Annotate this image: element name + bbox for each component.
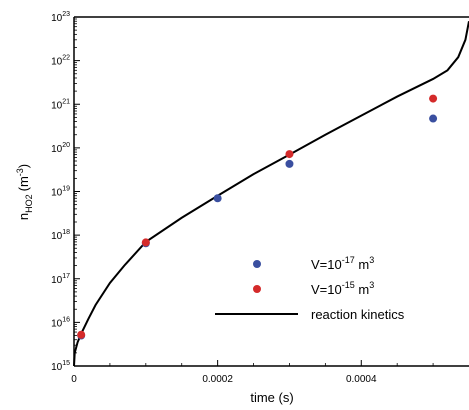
x-tick-label: 0 <box>71 374 77 385</box>
y-tick-label-19: 1019 <box>51 186 70 199</box>
point-v15-0 <box>77 331 85 339</box>
x-tick-label: 0.0004 <box>346 374 377 385</box>
y-tick-label-23: 1023 <box>51 11 70 24</box>
x-axis-label: time (s) <box>250 390 293 405</box>
y-axis-label-sub: HO2 <box>24 194 34 213</box>
y-tick-label-22: 1022 <box>51 55 70 68</box>
y-tick-label-21: 1021 <box>51 98 70 111</box>
y-axis-label-unit-open: (m <box>16 176 31 191</box>
legend: V=10-17 m3 V=10-15 m3 reaction kinetics <box>215 255 405 322</box>
y-tick-label-16: 1016 <box>51 316 70 329</box>
point-v17-4 <box>429 115 437 123</box>
legend-marker-v17 <box>253 260 261 268</box>
point-v15-1 <box>142 238 150 246</box>
legend-label-v17: V=10-17 m3 <box>311 255 374 272</box>
point-v15-3 <box>429 95 437 103</box>
legend-label-v15: V=10-15 m3 <box>311 280 374 297</box>
ticks: 1015 1016 1017 1018 1019 1020 1021 1022 1023 0 0.0… <box>51 11 433 385</box>
y-tick-label-15: 1015 <box>51 360 70 373</box>
x-tick-label: 0.0002 <box>202 374 233 385</box>
y-axis-label: nHO2 (m-3) <box>15 164 34 220</box>
y-axis-label-unit-close: ) <box>16 164 31 168</box>
point-v17-2 <box>214 194 222 202</box>
y-axis-label-main: n <box>16 213 31 220</box>
point-v15-2 <box>285 150 293 158</box>
y-tick-label-20: 1020 <box>51 142 70 155</box>
y-tick-label-18: 1018 <box>51 229 70 242</box>
data-points <box>77 95 437 340</box>
y-axis-label-unit-exp: -3 <box>15 168 25 176</box>
point-v17-3 <box>285 160 293 168</box>
legend-marker-v15 <box>253 285 261 293</box>
y-tick-label-17: 1017 <box>51 273 70 286</box>
legend-label-reaction-kinetics: reaction kinetics <box>311 307 405 322</box>
